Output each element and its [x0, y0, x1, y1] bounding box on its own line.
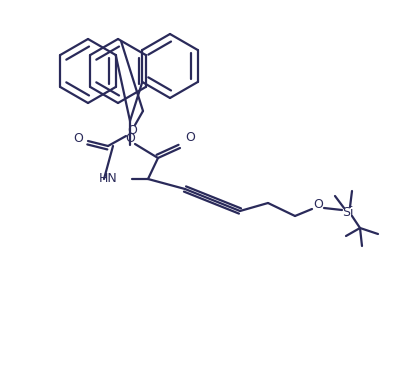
Text: O: O — [185, 131, 195, 144]
Text: O: O — [313, 198, 323, 210]
Text: O: O — [127, 125, 137, 137]
Text: Si: Si — [342, 205, 354, 218]
Text: O: O — [125, 132, 135, 146]
Text: HN: HN — [99, 173, 118, 186]
Text: O: O — [73, 132, 83, 146]
